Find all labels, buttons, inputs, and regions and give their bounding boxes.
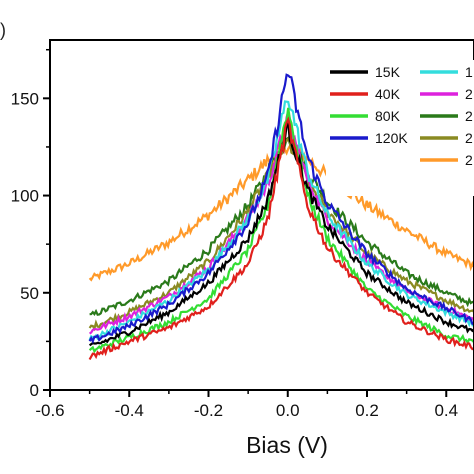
legend-label: 80K: [375, 108, 401, 124]
y-tick-label: 100: [11, 187, 39, 206]
y-tick-label: 0: [30, 381, 39, 400]
legend: 15K 40K 80K 120K 1 2 2 2 2: [326, 60, 474, 196]
x-axis-title: Bias (V): [246, 432, 328, 458]
x-tick-label: -0.2: [194, 401, 223, 420]
x-tick-label: -0.4: [115, 401, 144, 420]
x-tick-label: 0.4: [434, 401, 458, 420]
series-line-1: [88, 116, 474, 361]
legend-box: [326, 60, 474, 196]
y-tick-label: 150: [11, 89, 39, 108]
legend-label: 1: [465, 64, 473, 80]
panel-mark: ): [0, 20, 6, 40]
x-tick-label: 0.0: [276, 401, 300, 420]
x-tick-label: 0.2: [355, 401, 379, 420]
legend-label: 15K: [375, 64, 401, 80]
legend-label: 2: [465, 108, 473, 124]
series-layer: [88, 73, 474, 361]
legend-label: 2: [465, 86, 473, 102]
legend-label: 2: [465, 152, 473, 168]
x-tick-label: -0.6: [35, 401, 64, 420]
series-line-3: [88, 73, 474, 345]
legend-label: 120K: [375, 130, 408, 146]
y-tick-label: 50: [20, 284, 39, 303]
axes-layer: -0.6 -0.4 -0.2 0.0 0.2 0.4 0 50 100 150: [11, 48, 458, 420]
legend-label: 2: [465, 130, 473, 146]
plot-frame: [49, 39, 474, 391]
series-line-6: [89, 135, 474, 317]
legend-label: 40K: [375, 86, 401, 102]
